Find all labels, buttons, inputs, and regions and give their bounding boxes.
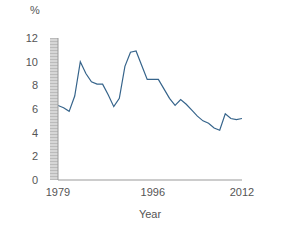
svg-text:8: 8 (32, 79, 38, 91)
svg-text:2: 2 (32, 150, 38, 162)
svg-text:1996: 1996 (141, 186, 165, 198)
svg-text:1979: 1979 (46, 186, 70, 198)
svg-text:6: 6 (32, 103, 38, 115)
svg-text:Year: Year (139, 208, 162, 220)
svg-text:4: 4 (32, 127, 38, 139)
svg-text:12: 12 (26, 32, 38, 44)
svg-text:0: 0 (32, 174, 38, 186)
svg-text:10: 10 (26, 56, 38, 68)
svg-text:2012: 2012 (230, 186, 254, 198)
